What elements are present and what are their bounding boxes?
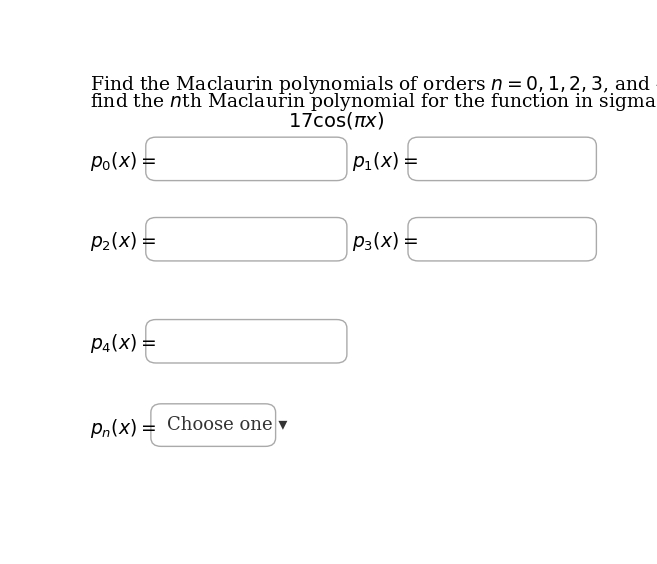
FancyBboxPatch shape xyxy=(146,218,347,261)
FancyBboxPatch shape xyxy=(408,218,597,261)
FancyBboxPatch shape xyxy=(151,404,276,446)
FancyBboxPatch shape xyxy=(146,320,347,363)
FancyBboxPatch shape xyxy=(146,137,347,180)
FancyBboxPatch shape xyxy=(408,137,597,180)
Text: $p_3(x) =$: $p_3(x) =$ xyxy=(352,230,418,253)
Text: $p_4(x) =$: $p_4(x) =$ xyxy=(90,332,156,355)
Text: $p_2(x) =$: $p_2(x) =$ xyxy=(90,230,156,253)
Text: $17\cos(\pi x)$: $17\cos(\pi x)$ xyxy=(288,110,385,131)
Text: Choose one ▾: Choose one ▾ xyxy=(167,416,288,434)
Text: Find the Maclaurin polynomials of orders $n = 0, 1, 2, 3$, and 4 and then: Find the Maclaurin polynomials of orders… xyxy=(90,74,657,96)
Text: $p_n(x) =$: $p_n(x) =$ xyxy=(90,417,156,439)
Text: $p_0(x) =$: $p_0(x) =$ xyxy=(90,149,156,173)
Text: find the $n$th Maclaurin polynomial for the function in sigma notation.: find the $n$th Maclaurin polynomial for … xyxy=(90,91,657,113)
Text: $p_1(x) =$: $p_1(x) =$ xyxy=(352,149,418,173)
